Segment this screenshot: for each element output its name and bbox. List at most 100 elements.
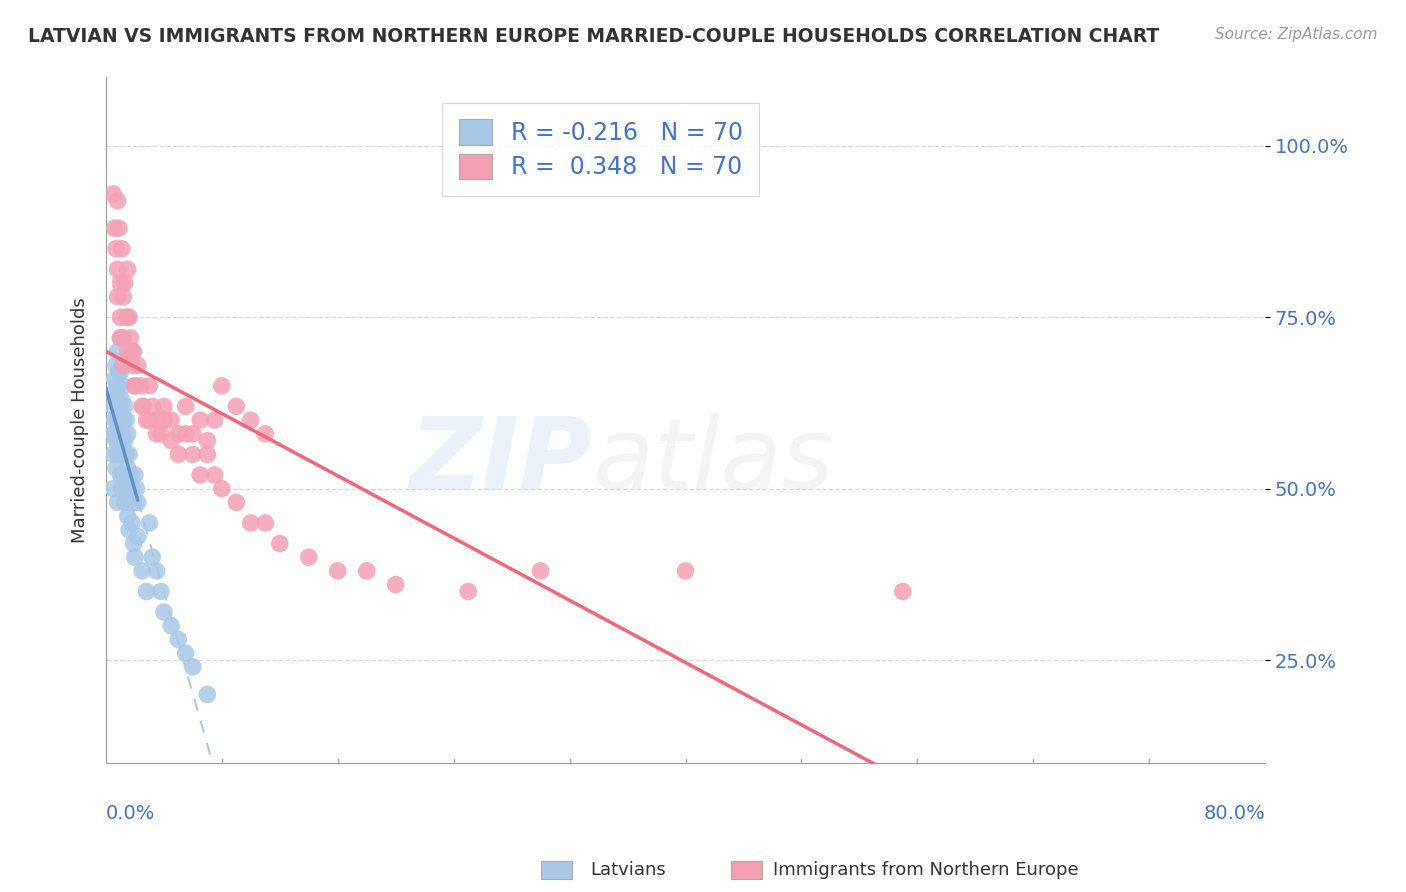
Point: [111, 482, 134, 496]
Point: [117, 495, 139, 509]
Point: [149, 584, 172, 599]
Point: [138, 413, 160, 427]
Point: [115, 482, 138, 496]
Point: [181, 426, 204, 441]
Point: [101, 400, 124, 414]
Point: [211, 482, 233, 496]
Point: [117, 509, 139, 524]
Point: [111, 359, 134, 373]
Point: [101, 426, 124, 441]
Point: [138, 516, 160, 530]
Point: [104, 221, 127, 235]
Point: [121, 344, 143, 359]
Point: [115, 413, 138, 427]
Point: [118, 447, 141, 461]
Point: [131, 400, 153, 414]
Text: 0.0%: 0.0%: [105, 805, 155, 823]
Point: [153, 400, 176, 414]
Point: [101, 186, 124, 201]
Text: atlas: atlas: [593, 413, 834, 509]
Point: [124, 379, 146, 393]
Point: [105, 392, 128, 407]
Point: [117, 262, 139, 277]
Point: [101, 482, 124, 496]
Point: [121, 516, 143, 530]
Point: [181, 447, 204, 461]
Point: [111, 426, 134, 441]
Point: [108, 400, 131, 414]
Point: [356, 564, 378, 578]
Point: [225, 495, 247, 509]
Point: [112, 290, 135, 304]
Point: [108, 365, 131, 379]
Point: [110, 365, 132, 379]
Point: [153, 413, 176, 427]
Point: [188, 413, 211, 427]
Point: [211, 379, 233, 393]
Point: [107, 413, 129, 427]
Point: [153, 605, 176, 619]
Y-axis label: Married-couple Households: Married-couple Households: [72, 297, 89, 543]
Point: [160, 413, 183, 427]
Point: [110, 331, 132, 345]
Point: [121, 359, 143, 373]
Point: [204, 413, 226, 427]
Point: [110, 467, 132, 482]
Point: [112, 359, 135, 373]
Point: [120, 331, 142, 345]
Point: [138, 379, 160, 393]
Point: [167, 632, 190, 647]
Point: [114, 434, 136, 448]
Point: [110, 400, 132, 414]
Point: [105, 434, 128, 448]
Point: [101, 447, 124, 461]
Point: [122, 344, 145, 359]
Point: [108, 221, 131, 235]
Point: [110, 434, 132, 448]
Point: [298, 550, 321, 565]
Point: [145, 564, 167, 578]
Point: [124, 550, 146, 565]
Point: [124, 467, 146, 482]
Point: [110, 447, 132, 461]
Point: [167, 426, 190, 441]
Point: [104, 426, 127, 441]
Point: [384, 577, 406, 591]
Text: ZIP: ZIP: [409, 413, 593, 509]
Point: [145, 413, 167, 427]
Point: [160, 434, 183, 448]
Point: [107, 344, 129, 359]
Point: [111, 392, 134, 407]
Point: [225, 400, 247, 414]
Point: [105, 461, 128, 475]
Point: [118, 523, 141, 537]
Point: [122, 495, 145, 509]
Point: [160, 619, 183, 633]
Point: [131, 564, 153, 578]
Point: [121, 482, 143, 496]
Point: [107, 379, 129, 393]
Point: [115, 447, 138, 461]
Point: [110, 310, 132, 325]
Point: [112, 331, 135, 345]
Point: [239, 516, 262, 530]
Point: [104, 413, 127, 427]
Point: [174, 426, 197, 441]
Text: Latvians: Latvians: [591, 861, 666, 879]
Point: [112, 379, 135, 393]
Point: [149, 426, 172, 441]
Point: [326, 564, 349, 578]
Point: [239, 413, 262, 427]
Point: [457, 584, 479, 599]
Point: [114, 276, 136, 290]
Point: [107, 262, 129, 277]
Point: [127, 530, 149, 544]
Point: [141, 400, 163, 414]
Point: [107, 495, 129, 509]
Point: [118, 310, 141, 325]
Point: [108, 413, 131, 427]
Point: [105, 359, 128, 373]
Point: [117, 344, 139, 359]
Point: [135, 584, 157, 599]
Point: [101, 385, 124, 400]
